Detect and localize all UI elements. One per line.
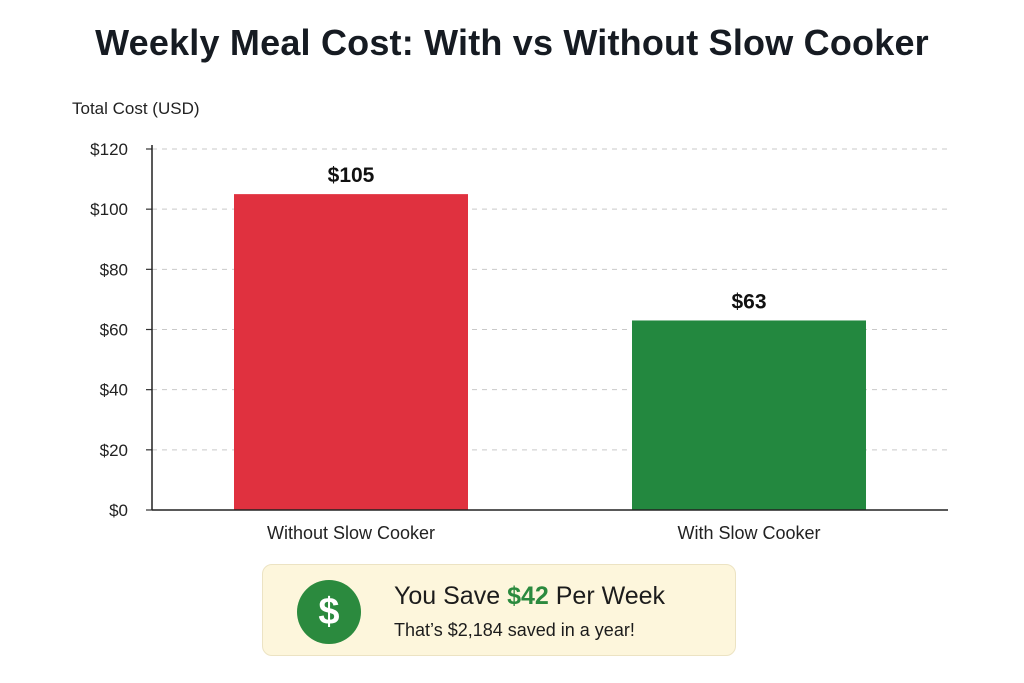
y-tick-label: $80	[100, 260, 128, 279]
y-tick-label: $60	[100, 321, 128, 340]
savings-headline: You Save $42 Per Week	[394, 582, 665, 611]
bar-1	[234, 194, 468, 510]
savings-subtext: That’s $2,184 saved in a year!	[394, 620, 635, 640]
savings-suffix: Per Week	[555, 582, 666, 610]
savings-prefix: You Save	[394, 582, 501, 610]
dollar-icon: $	[297, 580, 361, 644]
bar-value-label: $105	[328, 164, 375, 187]
chart-title: Weekly Meal Cost: With vs Without Slow C…	[95, 22, 929, 63]
savings-amount: $42	[507, 582, 549, 610]
axes	[146, 145, 948, 511]
bars	[234, 194, 866, 510]
y-tick-label: $120	[90, 140, 128, 159]
savings-callout: $ You Save $42 Per Week That’s $2,184 sa…	[262, 564, 736, 656]
y-tick-label: $100	[90, 200, 128, 219]
labels: $0 $20 $40 $60 $80 $100 $120 $105 Without Slow C…	[90, 140, 820, 543]
y-axis-label: Total Cost (USD)	[72, 99, 200, 118]
bar-value-label: $63	[731, 290, 766, 313]
y-tick-label: $0	[109, 501, 128, 520]
bar-2	[632, 320, 866, 510]
y-tick-label: $40	[100, 381, 128, 400]
y-tick-label: $20	[100, 441, 128, 460]
x-category-label: Without Slow Cooker	[267, 523, 435, 543]
x-category-label: With Slow Cooker	[677, 523, 820, 543]
